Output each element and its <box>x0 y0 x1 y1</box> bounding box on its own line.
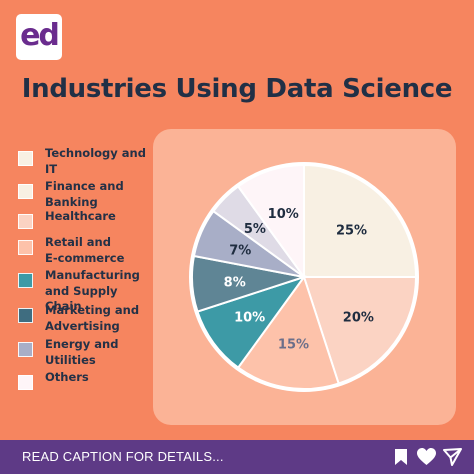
legend-item: Retail and E-commerce <box>18 235 158 266</box>
slice-label: 8% <box>224 275 246 290</box>
heart-icon[interactable] <box>417 448 436 466</box>
slice-label: 10% <box>234 310 265 325</box>
legend-swatch <box>18 342 33 357</box>
share-icon[interactable] <box>443 448 462 466</box>
legend-item: Manufacturing and Supply Chain <box>18 268 158 315</box>
legend-item: Finance and Banking <box>18 179 158 210</box>
logo-text: ed <box>20 17 60 53</box>
footer-caption: READ CAPTION FOR DETAILS... <box>22 449 224 464</box>
bookmark-icon[interactable] <box>392 448 410 466</box>
logo: ed <box>16 14 62 60</box>
legend-swatch <box>18 308 33 323</box>
slice-label: 20% <box>343 310 374 325</box>
slice-label: 10% <box>268 207 299 222</box>
pie-slice <box>236 274 340 390</box>
legend-swatch <box>18 184 33 199</box>
legend-item: Energy and Utilities <box>18 337 158 368</box>
legend-label: Retail and E-commerce <box>45 235 125 265</box>
legend-swatch <box>18 214 33 229</box>
pie-slice <box>236 163 305 281</box>
legend-swatch <box>18 151 33 166</box>
legend-label: Manufacturing and Supply Chain <box>45 268 140 313</box>
legend-item: Technology and IT <box>18 146 158 177</box>
page-title: Industries Using Data Science <box>21 74 453 104</box>
legend-label: Others <box>45 370 89 384</box>
footer-bar: READ CAPTION FOR DETAILS... <box>0 440 474 474</box>
slice-label: 25% <box>336 223 367 238</box>
slice-label: 7% <box>229 243 251 258</box>
legend-label: Technology and IT <box>45 146 146 176</box>
pie-slice <box>303 163 418 278</box>
legend-label: Marketing and Advertising <box>45 303 140 333</box>
legend-label: Finance and Banking <box>45 179 124 209</box>
legend-item: Marketing and Advertising <box>18 303 158 334</box>
slice-label: 15% <box>278 337 309 352</box>
slice-label: 5% <box>244 222 266 237</box>
legend-swatch <box>18 240 33 255</box>
pie-slice <box>302 276 418 385</box>
legend-item: Others <box>18 370 158 390</box>
legend-swatch <box>18 273 33 288</box>
legend-label: Energy and Utilities <box>45 337 119 367</box>
legend-swatch <box>18 375 33 390</box>
legend-label: Healthcare <box>45 209 116 223</box>
legend-item: Healthcare <box>18 209 158 229</box>
pie-chart: 25%20%15%10%8%7%5%10% <box>189 162 419 392</box>
